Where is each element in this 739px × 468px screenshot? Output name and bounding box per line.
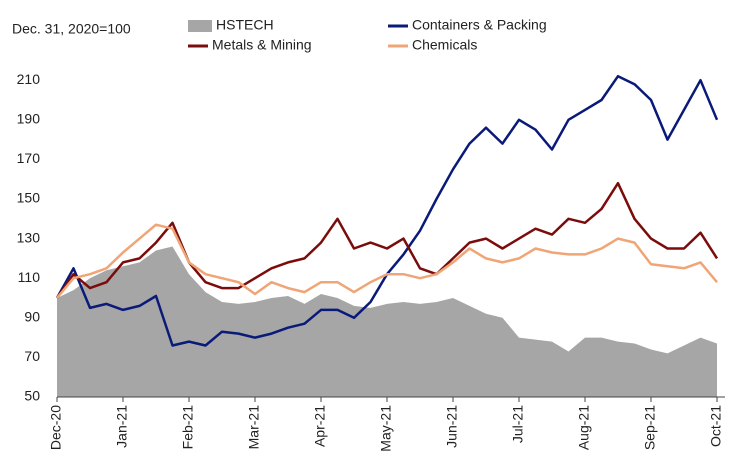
- x-tick-label: Dec-20: [48, 405, 64, 450]
- x-tick-label: Mar-21: [246, 405, 262, 450]
- x-tick-label: Apr-21: [312, 405, 328, 447]
- x-tick-label: Feb-21: [180, 405, 196, 450]
- y-tick-label: 170: [17, 150, 41, 166]
- x-tick-label: Aug-21: [576, 405, 592, 450]
- area-series: [57, 246, 717, 397]
- legend-label: Metals & Mining: [212, 37, 312, 53]
- x-tick-label: Sep-21: [642, 405, 658, 450]
- legend-label: Containers & Packing: [412, 17, 547, 33]
- x-tick-label: Jun-21: [444, 405, 460, 448]
- x-tick-label: Jan-21: [114, 405, 130, 448]
- x-tick-label: May-21: [378, 405, 394, 452]
- y-tick-label: 110: [18, 269, 41, 285]
- y-tick-label: 90: [24, 309, 40, 325]
- y-tick-label: 70: [24, 348, 40, 364]
- y-tick-label: 130: [17, 229, 41, 245]
- chart-subtitle: Dec. 31, 2020=100: [12, 21, 131, 37]
- legend-swatch: [188, 20, 212, 32]
- x-tick-label: Jul-21: [510, 405, 526, 443]
- y-tick-label: 50: [24, 388, 40, 404]
- y-tick-label: 210: [17, 71, 41, 87]
- y-tick-label: 150: [17, 190, 41, 206]
- legend-label: HSTECH: [216, 17, 274, 33]
- x-tick-label: Oct-21: [708, 405, 724, 447]
- line-series: [56, 223, 718, 299]
- legend-label: Chemicals: [412, 37, 477, 53]
- line-series: [55, 181, 719, 299]
- y-tick-label: 190: [17, 111, 41, 127]
